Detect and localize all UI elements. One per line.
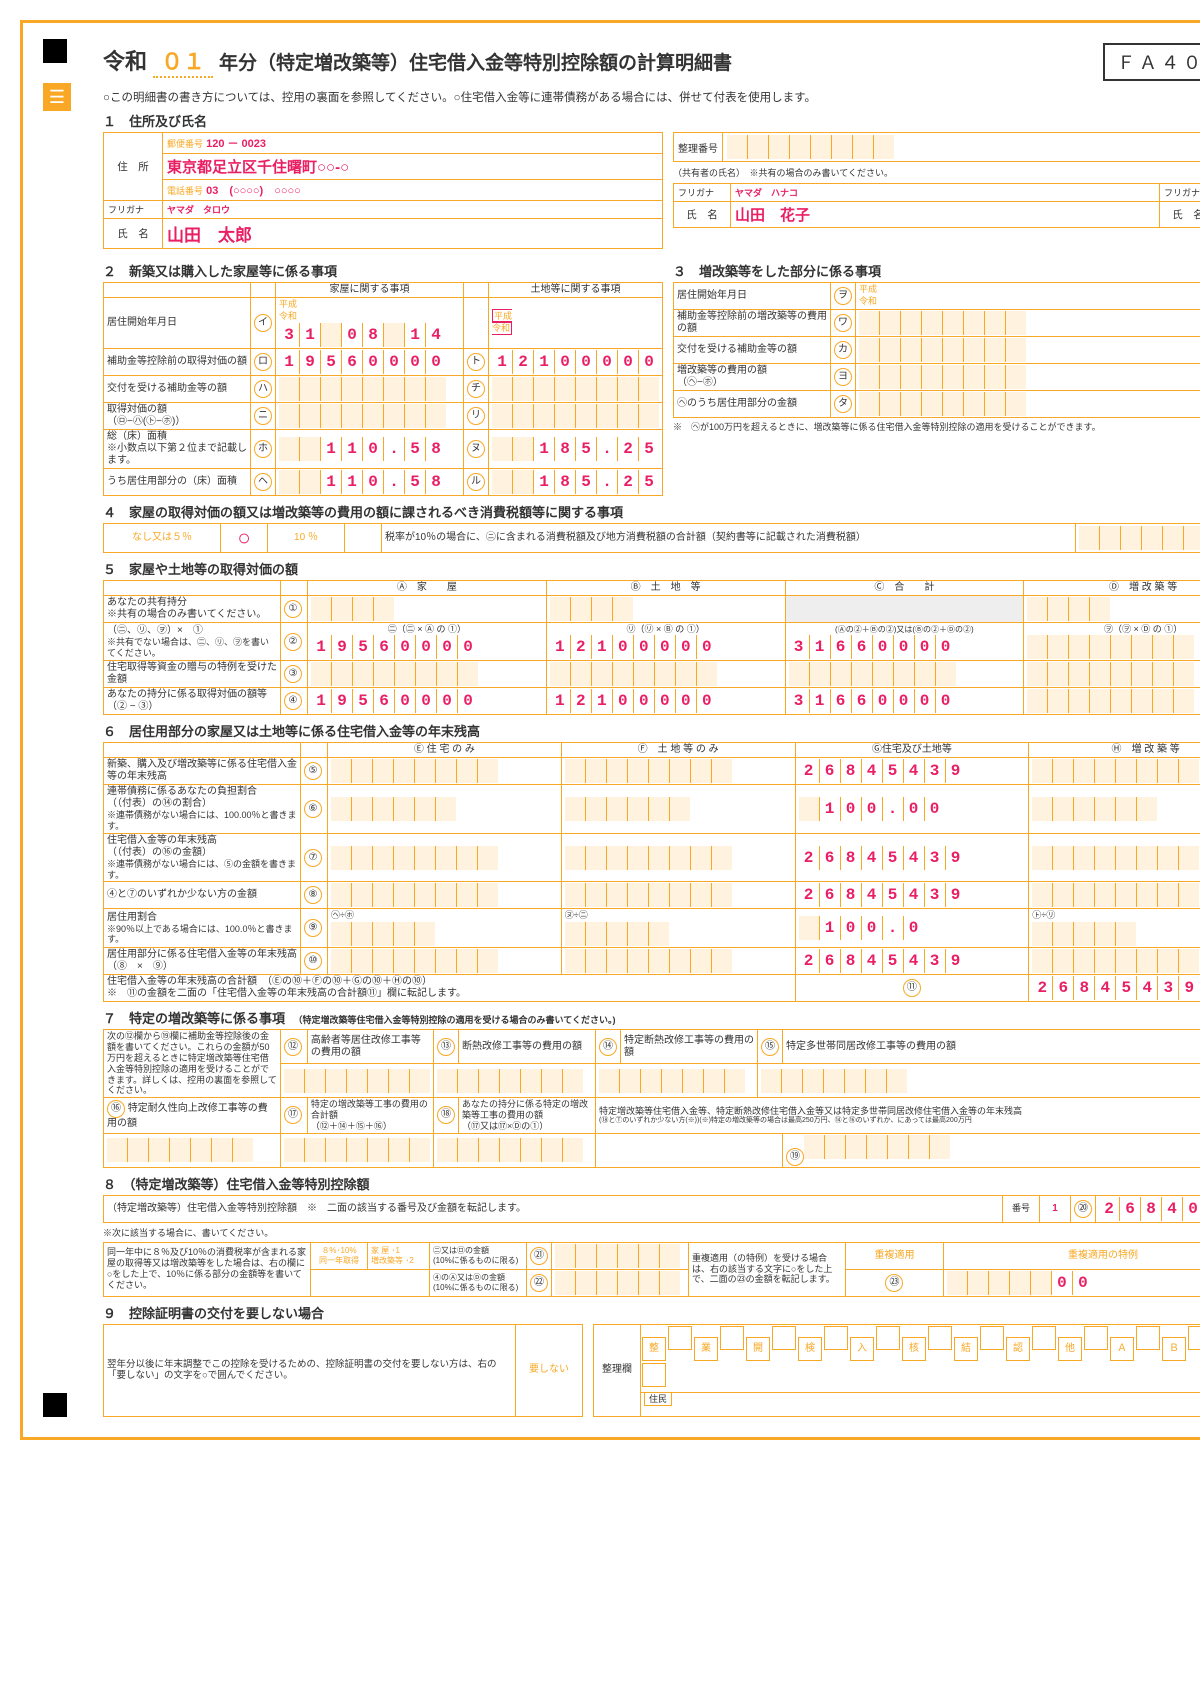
furigana[interactable]: ヤマダ タロウ: [163, 201, 663, 219]
s3-table: 居住開始年月日ヲ平成 令和 補助金等控除前の増改築等の費用の額ワ 交付を受ける補…: [673, 282, 1200, 418]
s5-title: ５ 家屋や土地等の取得対価の額: [103, 559, 1200, 578]
s7-table: 次の⑫欄から⑲欄に補助金等控除後の金額を書いてください。これらの金額が50万円を…: [103, 1029, 1200, 1167]
s2-title: ２ 新築又は購入した家屋等に係る事項: [103, 261, 663, 280]
co-name[interactable]: 山田 花子: [731, 202, 1160, 228]
s1-seiri: 整理番号: [673, 132, 1200, 162]
no-cert-button[interactable]: 要しない: [516, 1324, 583, 1417]
main-title: 年分（特定増改築等）住宅借入金等特別控除額の計算明細書: [219, 48, 1097, 75]
s8-sub: 同一年中に８％及び10％の消費税率が含まれる家屋の取得等又は増改築等をした場合は…: [103, 1242, 1200, 1297]
tel[interactable]: 03 (○○○○) ○○○○: [206, 185, 301, 197]
s9-title: ９ 控除証明書の交付を要しない場合: [103, 1303, 1200, 1322]
marker-bl: [43, 1393, 67, 1417]
s1-coowner: フリガナヤマダ ハナコ フリガナ 氏 名山田 花子 氏 名: [673, 183, 1200, 228]
stamp-icon: ☰: [43, 83, 71, 111]
s6-table: Ⓔ 住 宅 の みⒻ 土 地 等 の み Ⓖ住宅及び土地等Ⓗ 増 改 築 等 新…: [103, 742, 1200, 1002]
s4-title: ４ 家屋の取得対価の額又は増改築等の費用の額に課されるべき消費税額等に関する事項: [103, 502, 1200, 521]
s8-title: ８ （特定増改築等）住宅借入金等特別控除額: [103, 1174, 1200, 1193]
s7-title: ７ 特定の増改築等に係る事項: [103, 1011, 285, 1026]
s2-table: 家屋に関する事項土地等に関する事項 居住開始年月日イ 平成 令和 310814 …: [103, 282, 663, 496]
form-page: ☰ 一面 提出用 ○この明細書は、申告書と一緒に提出してください。 令和 ０１ …: [20, 20, 1200, 1440]
s6-title: ６ 居住用部分の家屋又は土地等に係る住宅借入金等の年末残高: [103, 721, 1200, 740]
s5-table: Ⓐ 家 屋Ⓑ 土 地 等 Ⓒ 合 計Ⓓ 増 改 築 等 あなたの共有持分 ※共有…: [103, 580, 1200, 715]
s1-title: １ 住所及び氏名: [103, 111, 1200, 130]
form-code: ＦＡ４０２２: [1103, 43, 1200, 81]
name[interactable]: 山田 太郎: [163, 219, 663, 249]
title-row: 令和 ０１ 年分（特定増改築等）住宅借入金等特別控除額の計算明細書 ＦＡ４０２２: [103, 43, 1200, 81]
address[interactable]: 東京都足立区千住曙町○○-○: [163, 154, 663, 180]
zip[interactable]: 120 － 0023: [206, 138, 266, 150]
era: 令和: [103, 44, 147, 76]
s3-title: ３ 増改築等をした部分に係る事項: [673, 261, 1200, 280]
s8-main: （特定増改築等）住宅借入金等特別控除額 ※ 二面の該当する番号及び金額を転記しま…: [103, 1195, 1200, 1223]
year[interactable]: ０１: [153, 44, 213, 78]
header-note: ○この明細書の書き方については、控用の裏面を参照してください。○住宅借入金等に連…: [103, 89, 1200, 105]
s1-personal: 住 所 郵便番号 120 － 0023 東京都足立区千住曙町○○-○ 電話番号 …: [103, 132, 663, 249]
marker-tl: [43, 39, 67, 63]
